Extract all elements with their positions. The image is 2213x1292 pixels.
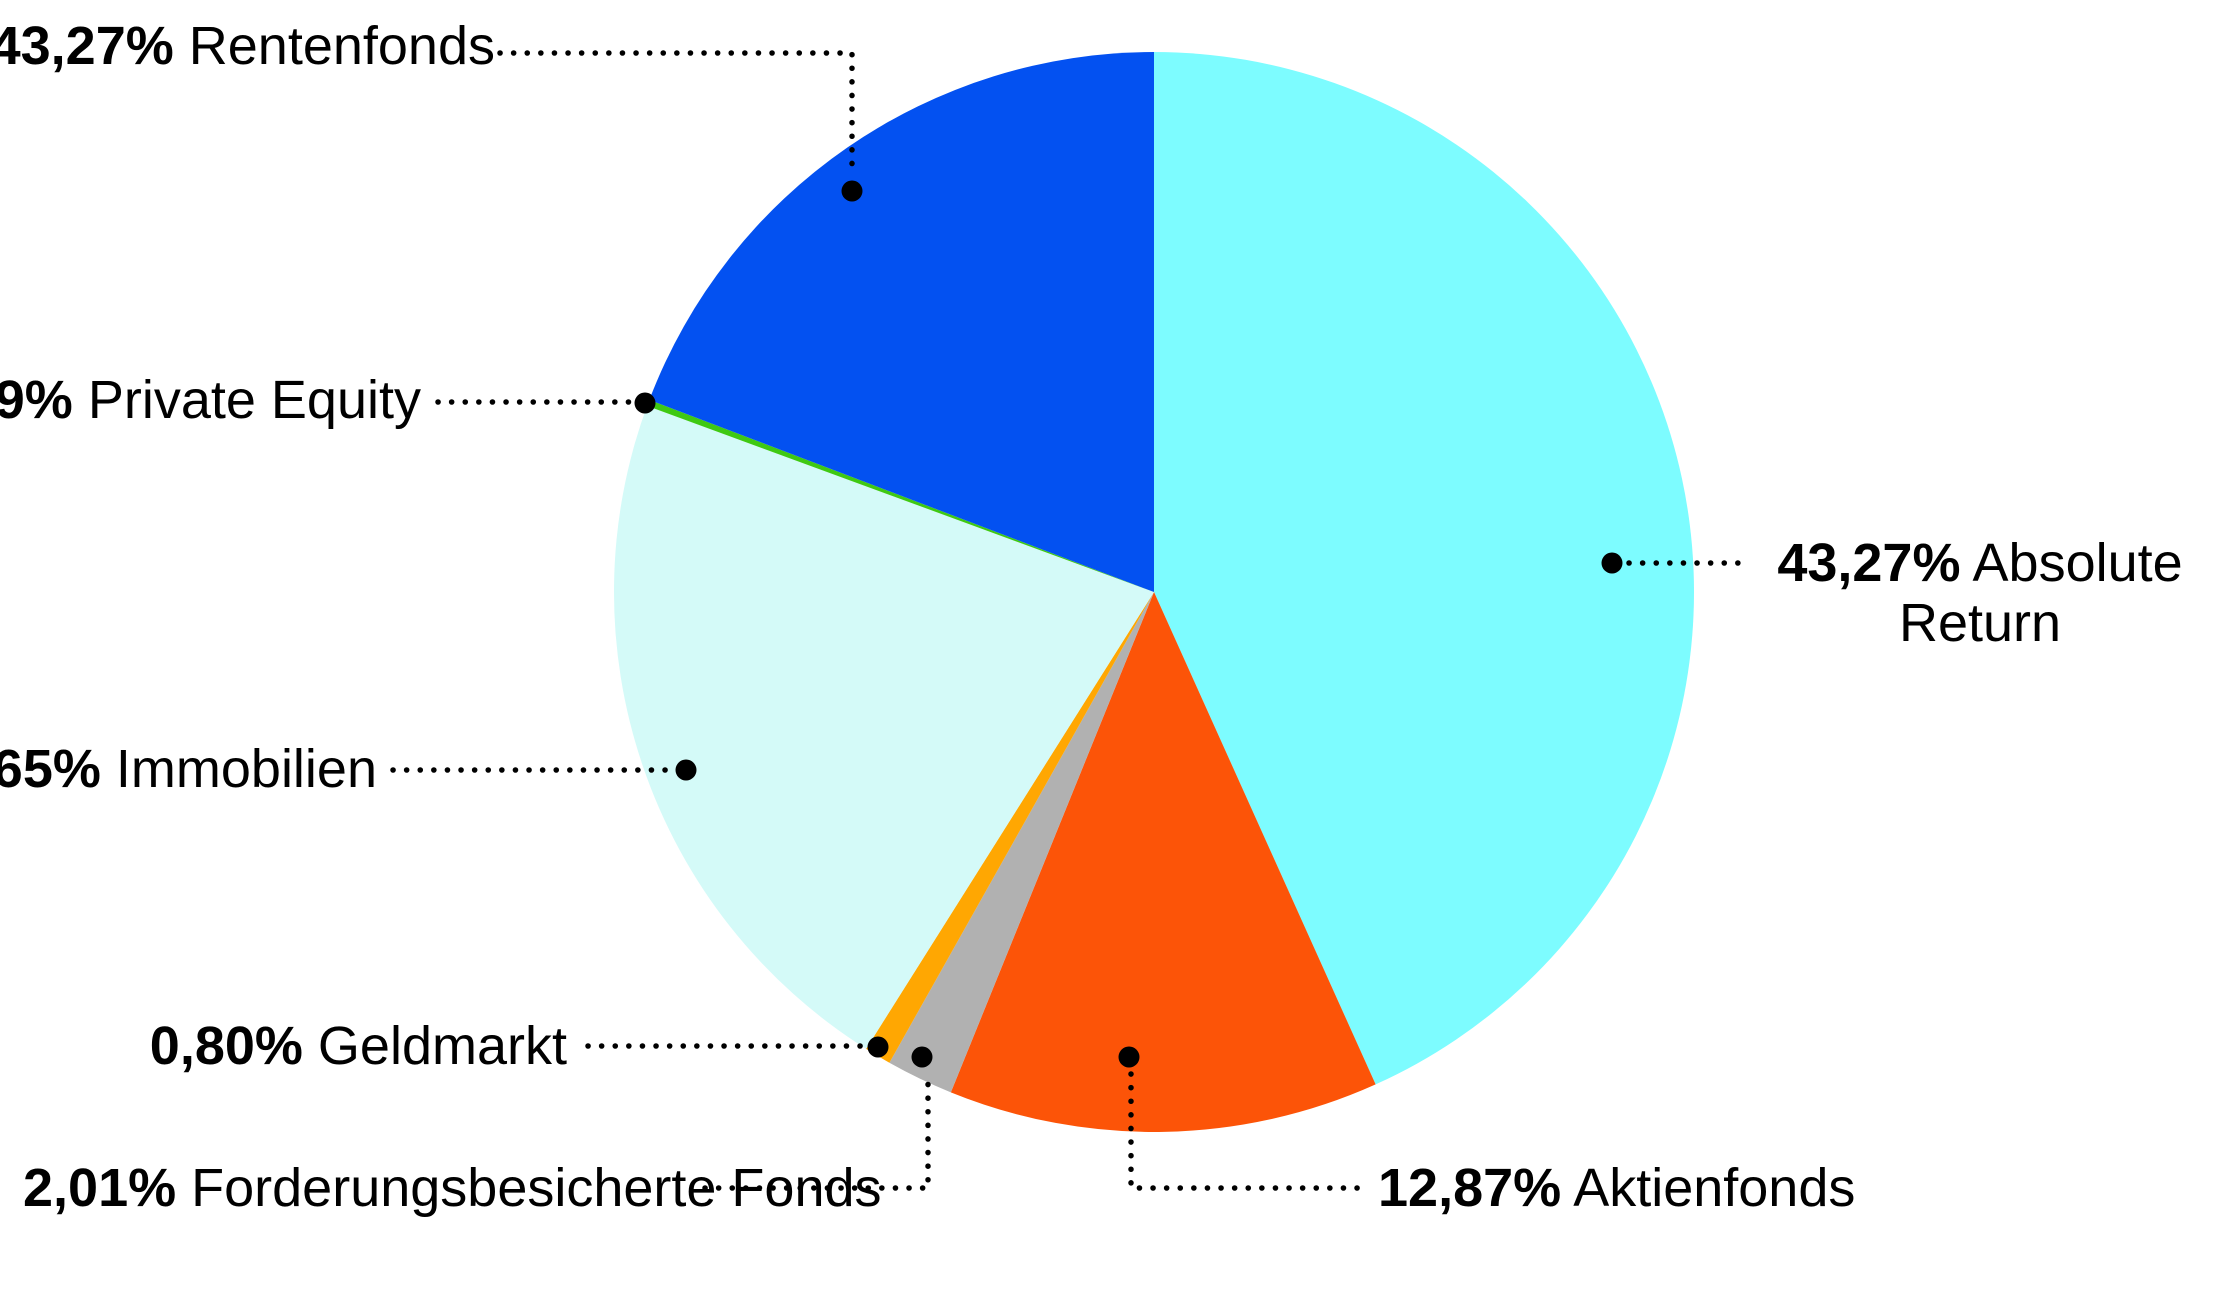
label-rentenfonds-name: Rentenfonds	[188, 16, 495, 76]
leader-dot-rentenfonds	[841, 180, 863, 202]
label-absolute-return-name: Absolute Return	[1898, 533, 2183, 653]
label-private-equity: 0,19% Private Equity	[0, 370, 421, 430]
label-private-equity-percent: 0,19%	[0, 370, 73, 430]
label-aktienfonds: 12,87% Aktienfonds	[1378, 1158, 1855, 1218]
label-aktienfonds-percent: 12,87%	[1378, 1158, 1562, 1218]
label-absolute-return: 43,27% Absolute Return	[1762, 533, 2198, 653]
pie-slice-aktienfonds	[950, 592, 1376, 1133]
label-rentenfonds-percent: 43,27%	[0, 16, 174, 76]
pie-slice-geldmarkt	[866, 592, 1154, 1063]
leader-dot-geldmarkt	[867, 1036, 889, 1058]
label-immobilien-percent: 21,65%	[0, 739, 101, 799]
label-immobilien-name: Immobilien	[115, 739, 377, 799]
leader-dot-private-equity	[634, 392, 656, 414]
pie-slice-forderungsbesicherte-fonds	[889, 592, 1154, 1093]
label-private-equity-name: Private Equity	[87, 370, 421, 430]
label-forderungsbesicherte-fonds: 2,01% Forderungsbesicherte Fonds	[23, 1158, 928, 1218]
leader-line-aktienfonds	[1128, 1071, 1368, 1191]
pie-slice-absolute-return	[1154, 51, 1695, 1085]
leader-dot-aktienfonds	[1118, 1046, 1140, 1068]
leader-line-rentenfonds	[497, 50, 855, 179]
pie-slice-private-equity	[647, 399, 1154, 592]
pie-slice-immobilien	[613, 405, 1154, 1049]
label-geldmarkt-name: Geldmarkt	[317, 1016, 567, 1076]
label-aktienfonds-name: Aktienfonds	[1573, 1158, 1856, 1218]
label-geldmarkt-percent: 0,80%	[149, 1016, 303, 1076]
leader-dot-immobilien	[675, 759, 697, 781]
leader-dot-absolute-return	[1601, 552, 1623, 574]
label-immobilien: 21,65% Immobilien	[0, 739, 377, 799]
label-absolute-return-percent: 43,27%	[1777, 533, 1961, 593]
label-rentenfonds: 43,27% Rentenfonds	[0, 16, 495, 76]
pie-slice-rentenfonds	[649, 52, 1154, 592]
label-geldmarkt: 0,80% Geldmarkt	[150, 1016, 567, 1076]
label-forderungsbesicherte-fonds-percent: 2,01%	[23, 1158, 177, 1218]
label-forderungsbesicherte-fonds-name: Forderungsbesicherte Fonds	[191, 1158, 882, 1218]
leader-line-forderungsbesicherte-fonds	[702, 1071, 931, 1191]
leader-dot-forderungsbesicherte-fonds	[911, 1046, 933, 1068]
